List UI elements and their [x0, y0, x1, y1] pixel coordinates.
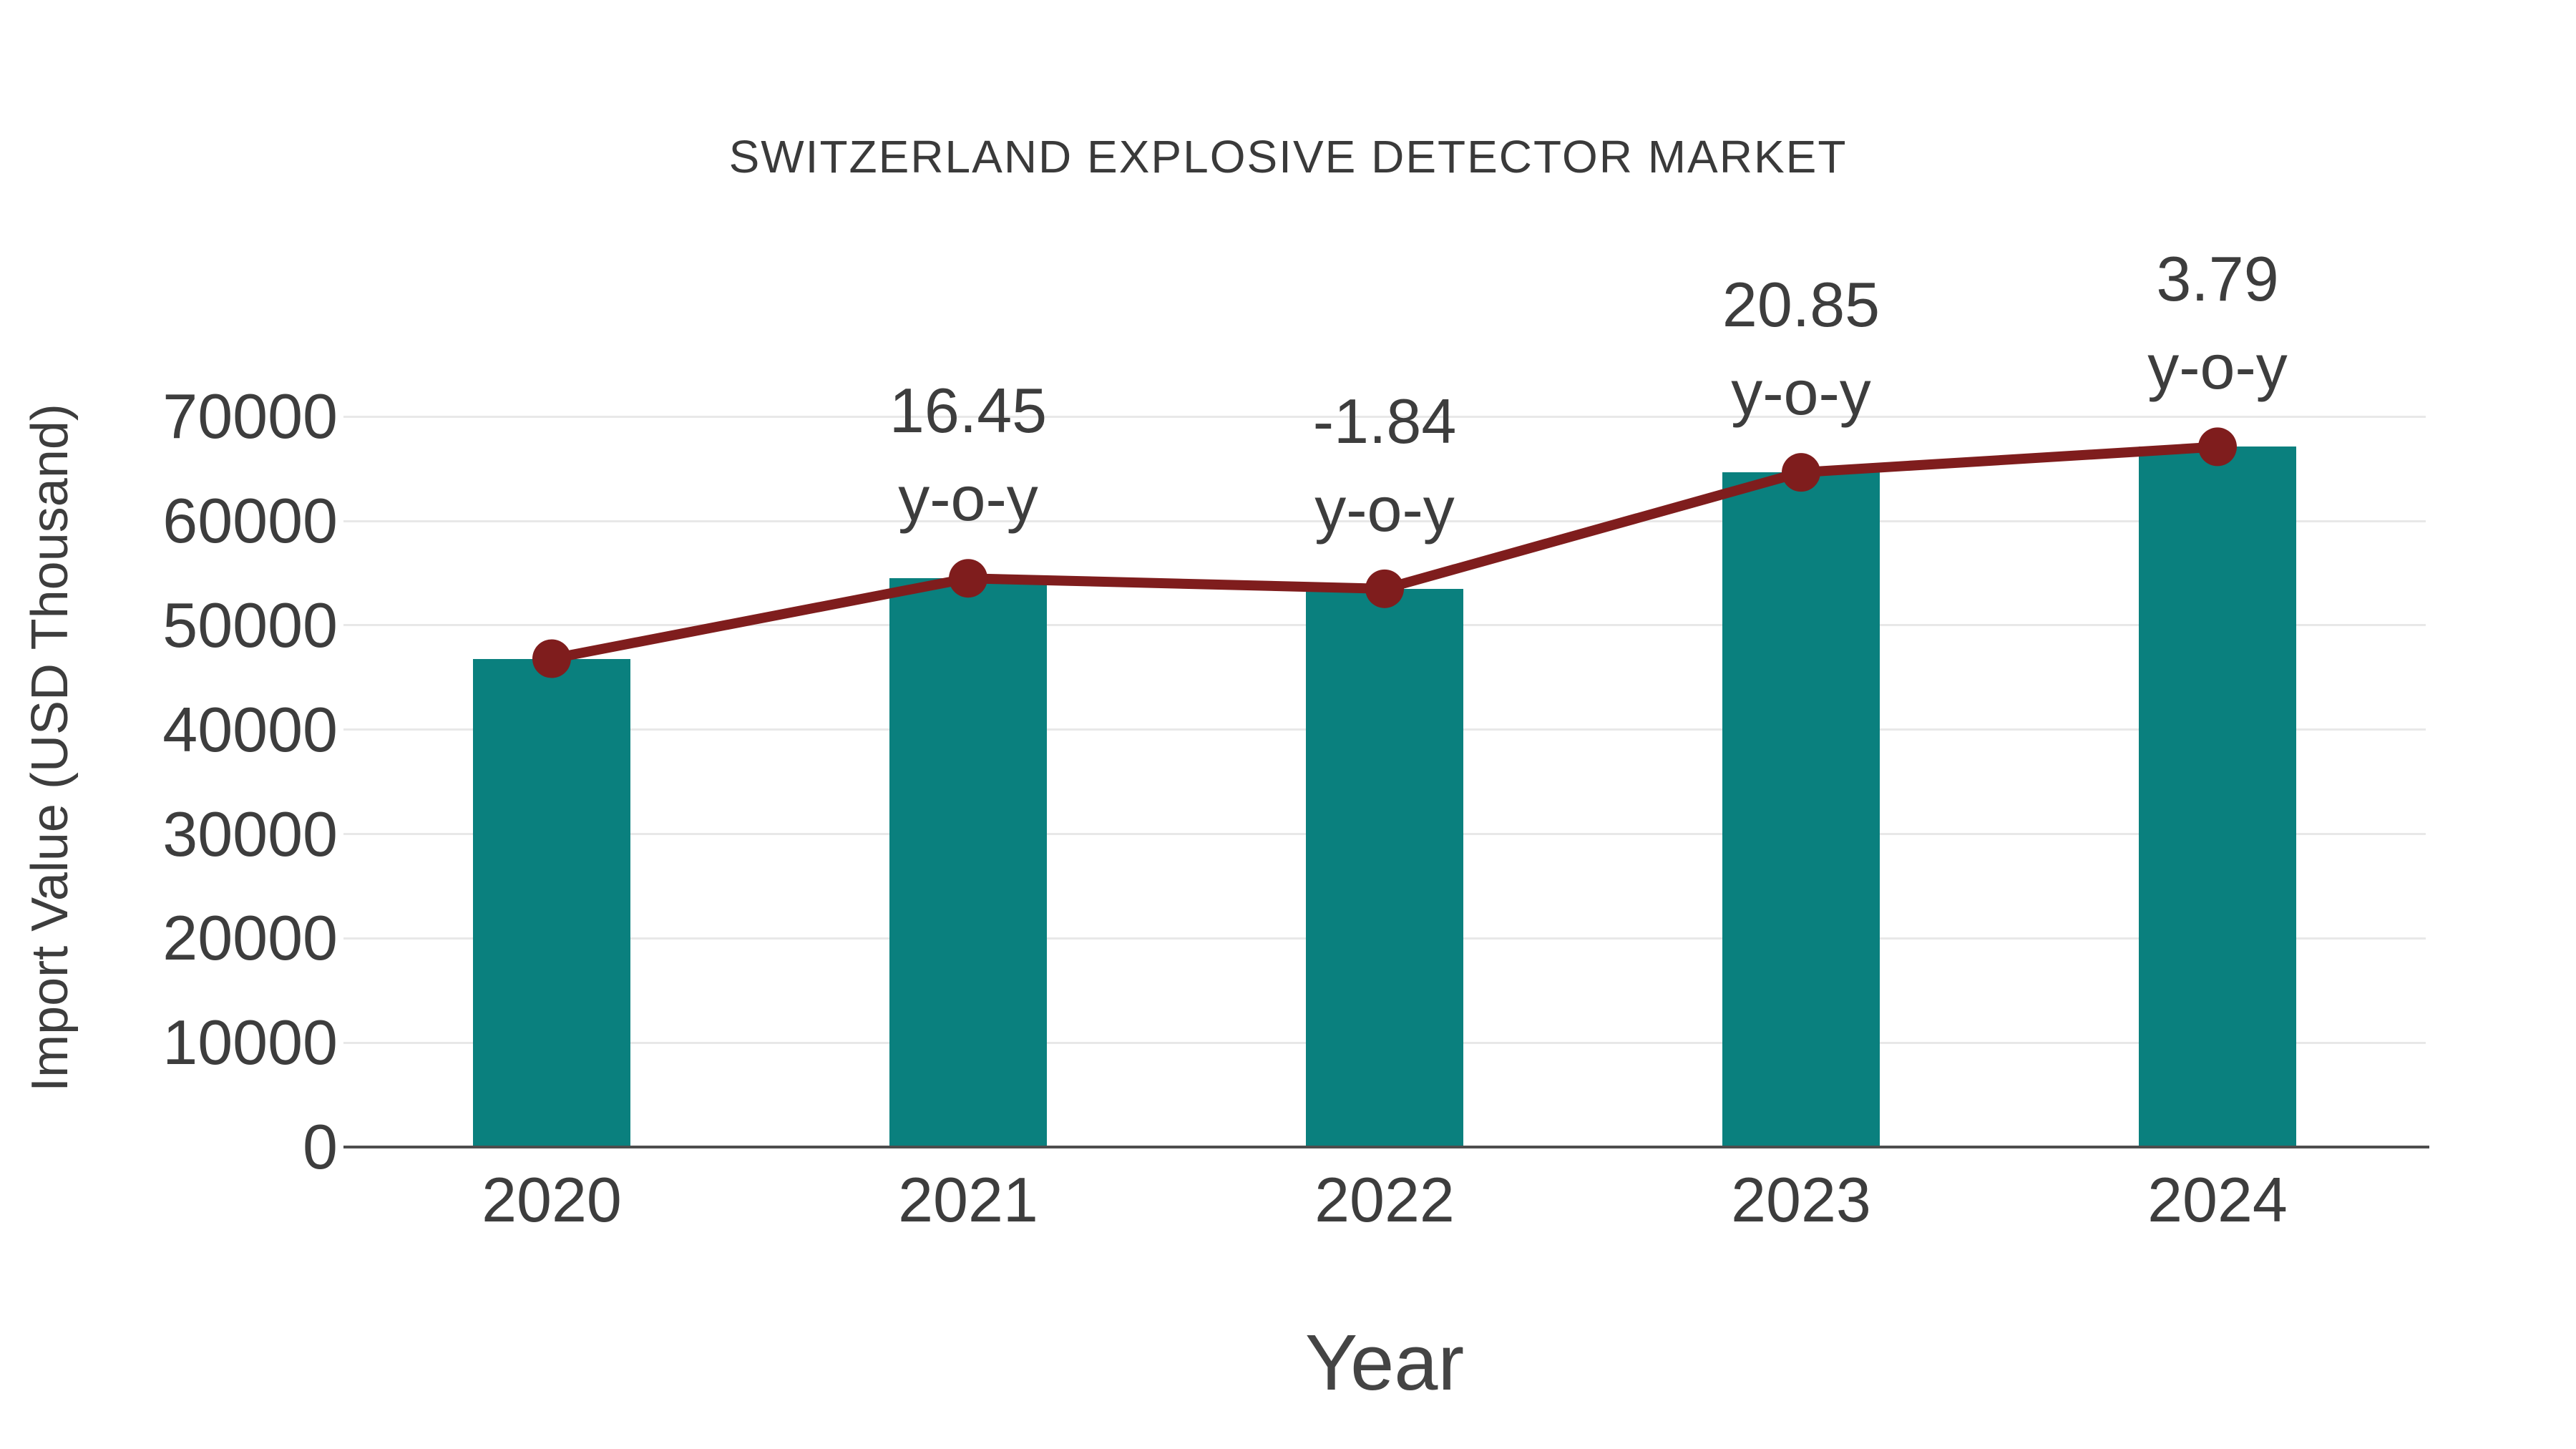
bar-2022: [1306, 588, 1463, 1147]
bar-2023: [1722, 472, 1880, 1147]
y-tick-label-50000: 50000: [162, 589, 338, 660]
y-tick-label-10000: 10000: [162, 1007, 338, 1078]
y-tick-label-30000: 30000: [162, 798, 338, 869]
chart-title: SWITZERLAND EXPLOSIVE DETECTOR MARKET: [728, 131, 1848, 182]
bar-2020: [473, 658, 630, 1147]
yoy-label-2023: y-o-y: [1731, 357, 1871, 429]
yoy-value-2021: 16.45: [889, 375, 1048, 447]
y-tick-label-70000: 70000: [162, 381, 338, 452]
bar-2024: [2139, 447, 2296, 1147]
yoy-label-2024: y-o-y: [2147, 331, 2288, 403]
x-axis-title: Year: [1304, 1319, 1465, 1407]
yoy-label-2021: y-o-y: [898, 463, 1038, 535]
y-tick-label-20000: 20000: [162, 902, 338, 974]
yoy-label-2022: y-o-y: [1314, 473, 1455, 545]
gridline-70000: [343, 415, 2426, 418]
yoy-value-2022: -1.84: [1312, 385, 1457, 457]
x-tick-label-2024: 2024: [2147, 1164, 2288, 1235]
x-tick-label-2022: 2022: [1314, 1164, 1455, 1235]
yoy-annotation-2021: 16.45 y-o-y: [739, 366, 1197, 542]
x-tick-label-2020: 2020: [482, 1164, 622, 1235]
bar-2021: [889, 578, 1047, 1147]
y-tick-label-0: 0: [303, 1111, 338, 1182]
y-tick-label-40000: 40000: [162, 693, 338, 765]
yoy-value-2023: 20.85: [1722, 269, 1880, 341]
x-tick-label-2021: 2021: [898, 1164, 1038, 1235]
x-axis-line: [343, 1146, 2429, 1148]
y-tick-label-60000: 60000: [162, 485, 338, 556]
yoy-value-2024: 3.79: [2156, 243, 2279, 315]
yoy-annotation-2024: 3.79 y-o-y: [1989, 235, 2446, 411]
yoy-annotation-2022: -1.84 y-o-y: [1156, 377, 1614, 553]
yoy-annotation-2023: 20.85 y-o-y: [1572, 260, 2030, 436]
x-tick-label-2023: 2023: [1731, 1164, 1871, 1235]
